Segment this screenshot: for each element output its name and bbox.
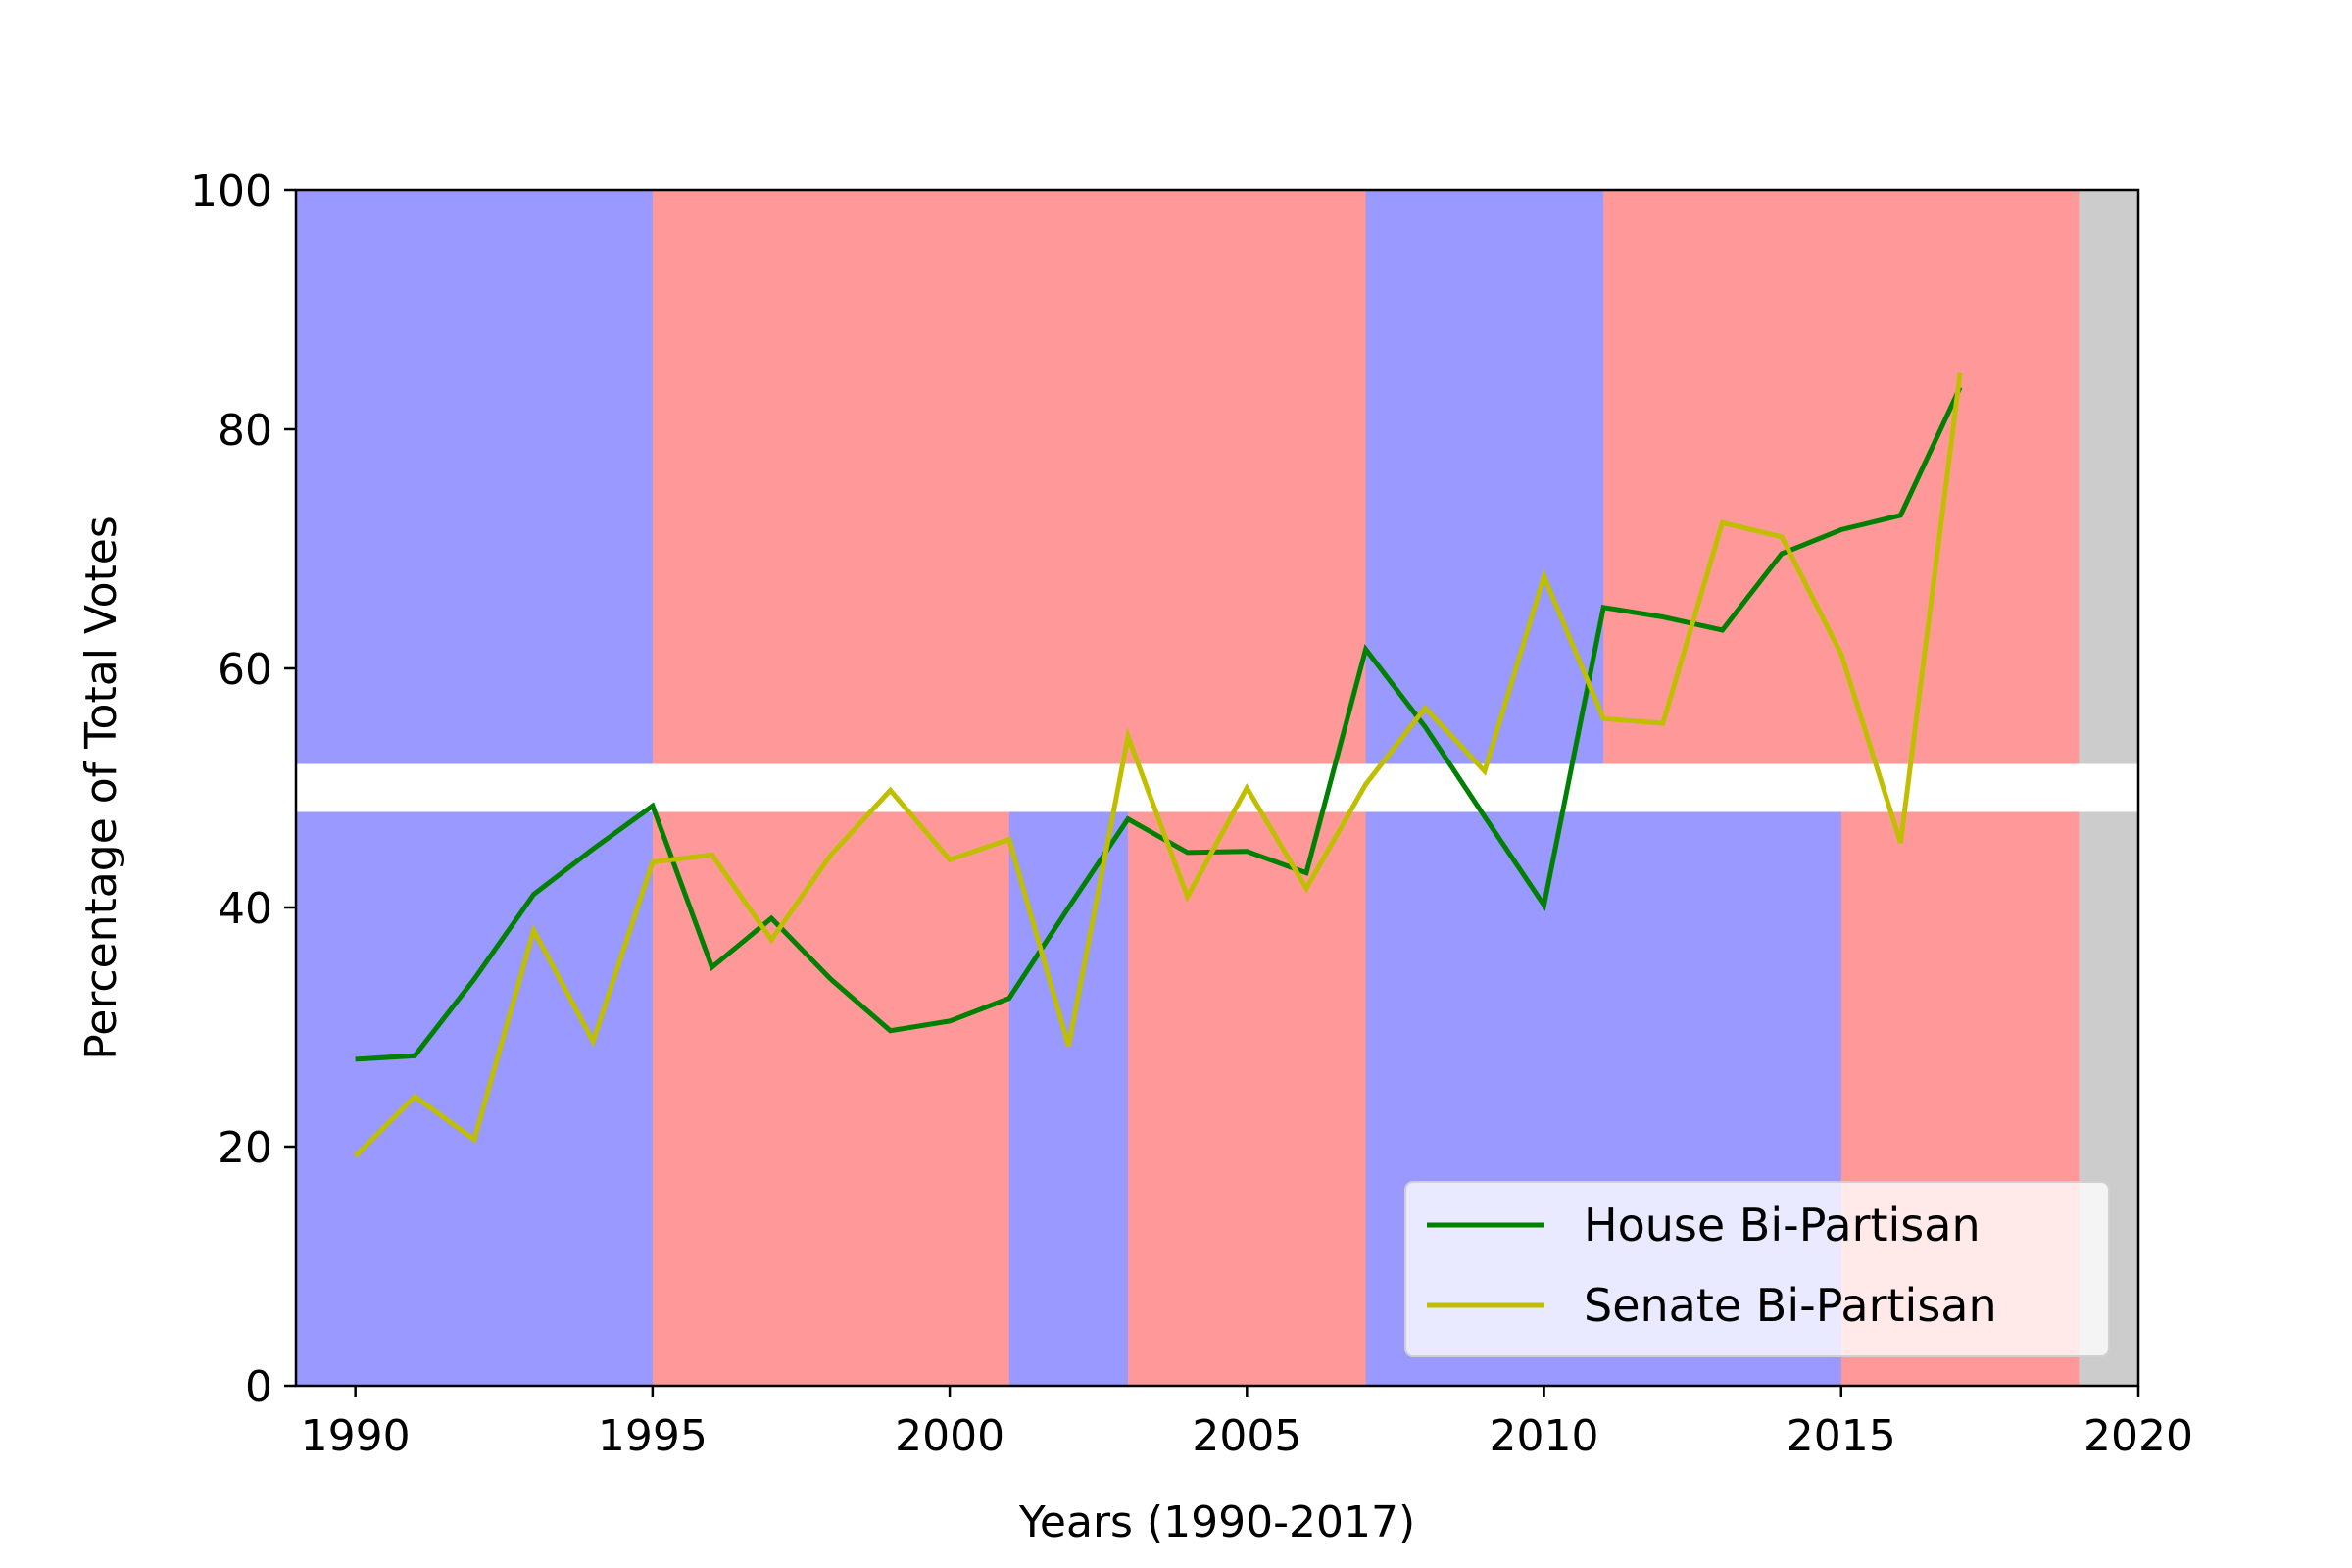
plot-frame: [294, 188, 2140, 1388]
x-tick-label-2005: 2005: [1192, 1411, 1301, 1461]
y-tick-label-0: 0: [245, 1362, 272, 1412]
x-tick-label-2000: 2000: [895, 1411, 1004, 1461]
legend-box: [1404, 1181, 2110, 1357]
y-tick-label-80: 80: [218, 406, 272, 456]
x-tick-label-2015: 2015: [1787, 1411, 1896, 1461]
x-tick-label-2020: 2020: [2083, 1411, 2193, 1461]
y-axis-ticks: 0 20 40 60 80 100: [190, 167, 296, 1412]
legend-label-house: House Bi-Partisan: [1584, 1199, 1981, 1251]
x-tick-label-1990: 1990: [301, 1411, 411, 1461]
senate-band-future-4: [2079, 190, 2139, 764]
senate-band-republican-1: [652, 190, 1367, 764]
x-axis-label: Years (1990-2017): [1018, 1497, 1415, 1547]
house-band-democrat-0: [296, 811, 654, 1386]
senate-band-republican-3: [1603, 190, 2080, 764]
series-lines: [353, 372, 1963, 1158]
house-band-republican-3: [1128, 811, 1367, 1386]
x-tick-label-1995: 1995: [598, 1411, 708, 1461]
series-line-1: [353, 372, 1963, 1158]
divider-band: [296, 763, 2138, 812]
y-tick-label-20: 20: [218, 1123, 272, 1173]
senate-band-democrat-0: [296, 190, 654, 764]
x-tick-label-2010: 2010: [1490, 1411, 1599, 1461]
x-axis-ticks: 1990 1995 2000 2005 2010 2015 2020: [301, 1386, 2193, 1461]
senate-band-democrat-2: [1365, 190, 1604, 764]
legend: House Bi-Partisan Senate Bi-Partisan: [1404, 1181, 2110, 1357]
y-tick-label-100: 100: [190, 167, 272, 217]
y-axis-label: Percentage of Total Votes: [76, 515, 126, 1060]
y-tick-label-40: 40: [218, 884, 272, 934]
y-tick-label-60: 60: [218, 645, 272, 695]
house-band-republican-1: [652, 811, 1010, 1386]
legend-label-senate: Senate Bi-Partisan: [1584, 1279, 1997, 1332]
